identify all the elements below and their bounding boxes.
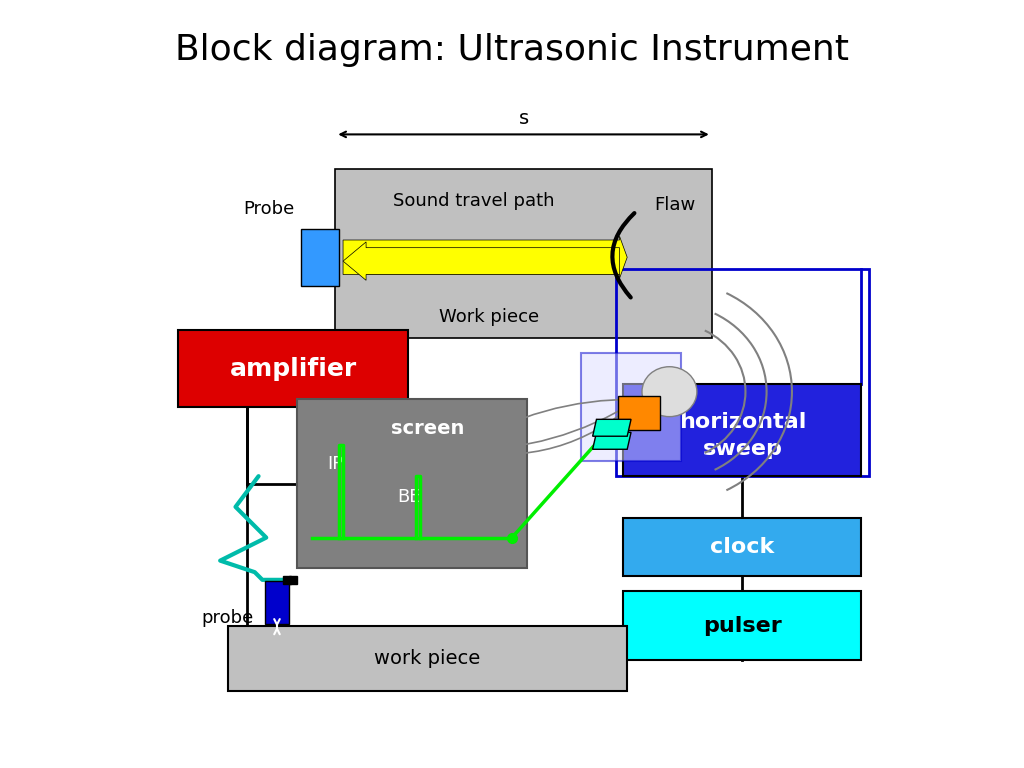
- FancyArrow shape: [343, 237, 627, 279]
- Text: BE: BE: [396, 488, 420, 506]
- FancyBboxPatch shape: [297, 399, 527, 568]
- FancyBboxPatch shape: [336, 169, 712, 338]
- Text: sweep: sweep: [702, 439, 782, 459]
- FancyBboxPatch shape: [582, 353, 681, 461]
- Text: s: s: [518, 109, 528, 128]
- FancyBboxPatch shape: [227, 626, 627, 691]
- FancyBboxPatch shape: [618, 396, 660, 430]
- Polygon shape: [593, 432, 631, 449]
- Text: Work piece: Work piece: [439, 309, 539, 326]
- FancyArrow shape: [343, 242, 620, 280]
- FancyBboxPatch shape: [178, 330, 409, 407]
- Ellipse shape: [642, 367, 697, 416]
- Text: clock: clock: [711, 537, 774, 558]
- Text: Block diagram: Ultrasonic Instrument: Block diagram: Ultrasonic Instrument: [175, 33, 849, 67]
- Ellipse shape: [660, 383, 679, 400]
- Text: IP: IP: [328, 455, 344, 472]
- FancyBboxPatch shape: [301, 229, 339, 286]
- Text: amplifier: amplifier: [229, 356, 356, 381]
- Text: horizontal: horizontal: [679, 412, 806, 432]
- Text: Flaw: Flaw: [654, 196, 695, 214]
- Text: pulser: pulser: [703, 616, 781, 636]
- FancyBboxPatch shape: [624, 384, 861, 476]
- Ellipse shape: [654, 379, 684, 406]
- Text: probe: probe: [201, 609, 253, 627]
- Polygon shape: [593, 419, 631, 436]
- Text: work piece: work piece: [375, 649, 480, 668]
- Text: screen: screen: [391, 419, 464, 438]
- FancyBboxPatch shape: [624, 518, 861, 576]
- Text: Sound travel path: Sound travel path: [393, 192, 554, 210]
- FancyBboxPatch shape: [624, 591, 861, 660]
- Ellipse shape: [648, 372, 690, 411]
- FancyBboxPatch shape: [264, 581, 289, 624]
- Text: Probe: Probe: [244, 200, 295, 217]
